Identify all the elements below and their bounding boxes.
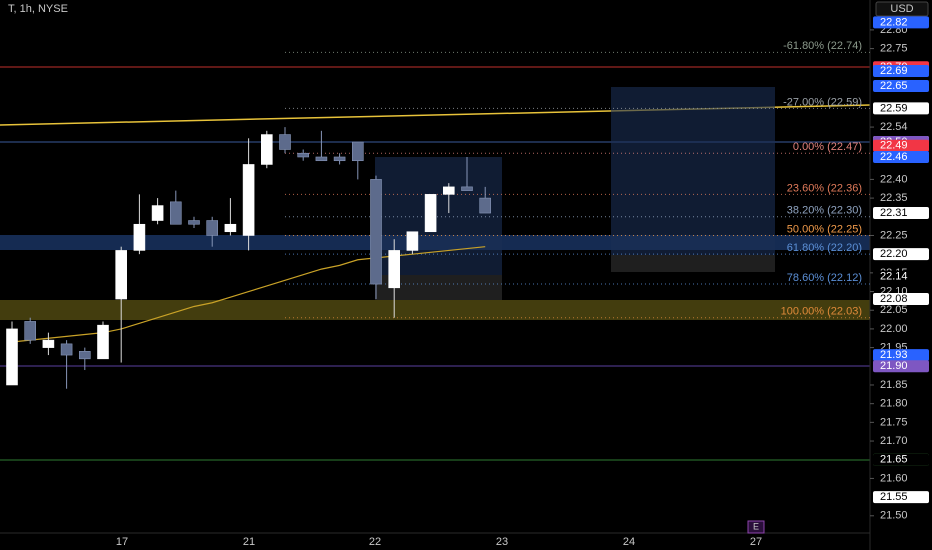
y-tick-label: 22.54 — [880, 121, 908, 133]
fib-label: 0.00% (22.47) — [793, 141, 862, 153]
fib-label: 50.00% (22.25) — [787, 223, 862, 235]
x-tick-label: 27 — [750, 536, 762, 548]
price-tag — [873, 16, 929, 29]
price-tag-label: 22.46 — [880, 151, 908, 163]
price-tag — [873, 150, 929, 163]
price-tag-label: 21.65 — [880, 454, 908, 466]
price-tag-label: 21.55 — [880, 491, 908, 503]
currency-label[interactable]: USD — [890, 3, 913, 15]
price-tag — [873, 139, 929, 152]
price-tag-label: 22.82 — [880, 16, 908, 28]
price-tag — [873, 207, 929, 220]
candle-body — [97, 324, 109, 360]
price-tag-label: 21.90 — [880, 360, 908, 372]
price-tag — [873, 293, 929, 306]
x-tick-label: 24 — [623, 536, 635, 548]
y-tick-label: 22.75 — [880, 42, 908, 54]
y-tick-label: 22.40 — [880, 173, 908, 185]
y-tick-label: 22.25 — [880, 229, 908, 241]
candle-body — [315, 156, 328, 162]
x-tick-label: 22 — [369, 536, 381, 548]
y-tick-label: 21.50 — [880, 510, 908, 522]
candle-body — [24, 321, 37, 341]
price-tag — [873, 102, 929, 115]
position-stop — [611, 255, 775, 272]
price-tag-label: 22.08 — [880, 293, 908, 305]
price-tag — [873, 491, 929, 504]
fib-label: 78.60% (22.12) — [787, 272, 862, 284]
candle-body — [370, 179, 382, 285]
fib-label: 100.00% (22.03) — [781, 306, 862, 318]
candle-body — [133, 223, 146, 251]
x-tick-label: 17 — [116, 536, 128, 548]
price-tag-label: 22.59 — [880, 102, 908, 114]
price-tag — [873, 453, 929, 466]
y-tick-label: 22.05 — [880, 304, 908, 316]
price-tag — [873, 65, 929, 78]
price-tag — [873, 349, 929, 362]
price-tag-label: 22.31 — [880, 207, 908, 219]
candle-body — [461, 186, 473, 191]
position-target — [611, 87, 775, 255]
y-tick-label: 21.60 — [880, 472, 908, 484]
moving-average — [11, 246, 486, 343]
candle-body — [479, 197, 492, 214]
symbol-label: T, 1h, NYSE — [8, 3, 68, 15]
y-tick-label: 21.70 — [880, 435, 908, 447]
x-tick-label: 23 — [496, 536, 508, 548]
candle-body — [151, 205, 164, 221]
price-tag-label: 22.49 — [880, 140, 908, 152]
price-tag-label: 21.93 — [880, 349, 908, 361]
y-tick-label: 22.80 — [880, 24, 908, 36]
candle-body — [388, 250, 401, 289]
price-tag-label: 22.20 — [880, 248, 908, 260]
y-tick-label: 21.85 — [880, 379, 908, 391]
candle-body — [279, 134, 291, 150]
candle-body — [6, 328, 18, 386]
event-label[interactable]: E — [753, 521, 759, 531]
x-tick-label: 21 — [243, 536, 255, 548]
y-tick-label: 21.75 — [880, 416, 908, 428]
fib-label: -61.80% (22.74) — [783, 40, 862, 52]
candle-body — [351, 141, 364, 162]
y-tick-label: 22.35 — [880, 192, 908, 204]
price-tag — [873, 360, 929, 373]
price-tag-label: 22.65 — [880, 80, 908, 92]
price-tag — [873, 248, 929, 261]
candle-body — [442, 186, 455, 195]
candle-body — [224, 223, 237, 233]
price-tag-label: 22.14 — [880, 270, 908, 282]
price-tag — [873, 270, 929, 283]
candle-body — [424, 194, 437, 233]
candle-body — [242, 164, 255, 236]
demand-zone — [0, 300, 870, 320]
candle-body — [260, 134, 273, 165]
candle-body — [79, 351, 91, 360]
candle-body — [333, 156, 346, 162]
candle-body — [297, 152, 310, 158]
fib-label: 38.20% (22.30) — [787, 205, 862, 217]
fib-label: 23.60% (22.36) — [787, 182, 862, 194]
candle-body — [406, 231, 419, 251]
price-tag — [873, 79, 929, 92]
candle-body — [206, 220, 218, 236]
fib-label: -27.00% (22.59) — [783, 96, 862, 108]
candle-body — [170, 201, 182, 225]
candle-body — [115, 250, 127, 300]
candle-body — [60, 343, 73, 356]
y-tick-label: 22.00 — [880, 323, 908, 335]
event-marker[interactable] — [747, 520, 765, 534]
candle-body — [188, 220, 200, 225]
currency-button[interactable] — [875, 1, 929, 17]
fib-label: 61.80% (22.20) — [787, 242, 862, 254]
y-tick-label: 21.80 — [880, 398, 908, 410]
candle-body — [42, 339, 55, 348]
price-tag-label: 22.69 — [880, 65, 908, 77]
